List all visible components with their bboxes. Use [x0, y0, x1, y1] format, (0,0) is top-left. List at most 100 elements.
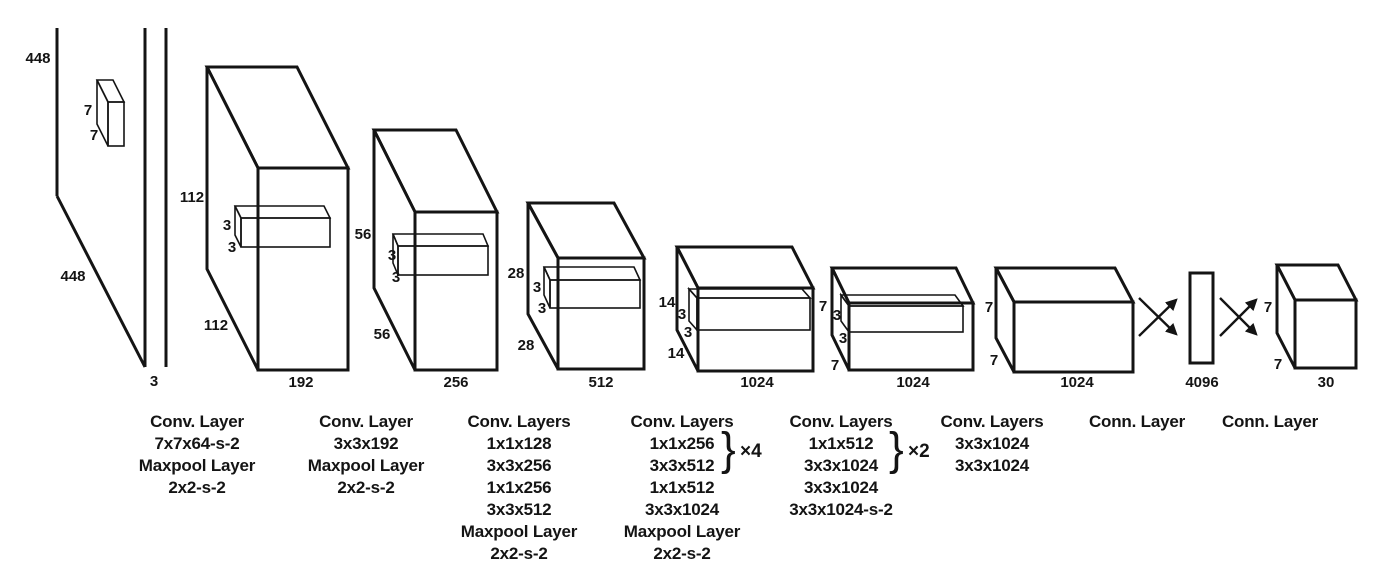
block-top-face — [993, 266, 1136, 304]
output-height-label: 7 — [1264, 299, 1272, 316]
fc-crossing-arrows-1 — [1138, 297, 1178, 337]
block3-depth-label: 512 — [588, 374, 613, 391]
repeat-brace: } — [889, 423, 904, 476]
kernel-box-512 — [542, 266, 642, 309]
arrow-up-right — [1138, 298, 1178, 337]
block2-depth-label: 256 — [443, 374, 468, 391]
caption-line: 1x1x128 — [486, 434, 552, 453]
caption-line: 3x3x1024 — [803, 478, 879, 497]
block4-depth-label: 1024 — [740, 374, 774, 391]
caption-col-conv1: Conv. Layer 7x7x64-s-2 Maxpool Layer 2x2… — [138, 411, 256, 499]
caption-line: Conv. Layers — [940, 412, 1044, 431]
repeat-multiplier: ×2 — [908, 441, 930, 462]
block6-height-label: 7 — [985, 299, 993, 316]
block-front-face — [1293, 298, 1358, 370]
block-top-face — [674, 245, 816, 290]
block2-height-label: 56 — [355, 226, 372, 243]
conv-block-512 — [525, 201, 647, 371]
kernel-front-face — [848, 305, 964, 333]
input-image-plane — [55, 28, 168, 368]
input-height-label: 448 — [25, 50, 50, 67]
block-front-face — [847, 301, 975, 372]
block5-width-label: 7 — [831, 357, 839, 374]
fc-vector-4096 — [1188, 271, 1215, 365]
input-width-label: 448 — [60, 268, 85, 285]
kernel-front-face — [397, 245, 489, 276]
caption-line: 3x3x1024 — [954, 456, 1030, 475]
patch-front-face — [107, 101, 125, 147]
kernel-front-face — [696, 297, 811, 331]
block1-height-label: 112 — [180, 189, 204, 206]
caption-line: 7x7x64-s-2 — [154, 434, 240, 453]
output-depth-label: 30 — [1318, 374, 1335, 391]
caption-col-conv4: Conv. Layers 1x1x256 3x3x512 1x1x512 3x3… — [624, 411, 741, 565]
caption-line: 3x3x512 — [486, 500, 552, 519]
caption-line: Conv. Layer — [150, 412, 244, 431]
caption-line: Conv. Layers — [467, 412, 571, 431]
input-patch-h-label: 7 — [84, 102, 92, 119]
caption-line: 3x3x512 — [649, 456, 715, 475]
kernel-box-1024a — [687, 286, 812, 333]
block2-kernel-h-label: 3 — [388, 247, 396, 264]
caption-line: 2x2-s-2 — [653, 544, 711, 563]
caption-line: 1x1x512 — [649, 478, 715, 497]
caption-line: 1x1x256 — [649, 434, 715, 453]
caption-col-conv6: Conv. Layers 3x3x1024 3x3x1024 — [940, 411, 1043, 477]
fc-crossing-arrows-2 — [1219, 297, 1258, 337]
caption-line: 1x1x512 — [808, 434, 874, 453]
block3-width-label: 28 — [518, 337, 535, 354]
caption-col-conv3: Conv. Layers 1x1x128 3x3x256 1x1x256 3x3… — [460, 411, 578, 565]
caption-col-conv2: Conv. Layer 3x3x192 Maxpool Layer 2x2-s-… — [308, 411, 425, 499]
block3-kernel-h-label: 3 — [533, 279, 541, 296]
kernel-box-192 — [233, 205, 332, 248]
caption-line: 2x2-s-2 — [337, 478, 395, 497]
kernel-box-256 — [391, 233, 490, 276]
caption-col-conn1: Conn. Layer — [1089, 411, 1185, 433]
block-front-face — [256, 166, 350, 372]
block2-kernel-w-label: 3 — [392, 269, 400, 286]
repeat-multiplier: ×4 — [740, 441, 762, 462]
caption-line: 3x3x1024 — [954, 434, 1030, 453]
caption-line: 3x3x1024-s-2 — [789, 500, 893, 519]
caption-line: Conv. Layers — [789, 412, 893, 431]
block6-depth-label: 1024 — [1060, 374, 1094, 391]
block5-height-label: 7 — [819, 298, 827, 315]
caption-line: Maxpool Layer — [460, 522, 578, 541]
caption-line: 3x3x1024 — [803, 456, 879, 475]
output-tensor-cube — [1274, 263, 1359, 370]
caption-line: Conv. Layer — [319, 412, 413, 431]
caption-line: Conn. Layer — [1088, 412, 1186, 431]
input-patch-w-label: 7 — [90, 127, 98, 144]
caption-line: Conn. Layer — [1221, 412, 1319, 431]
block5-depth-label: 1024 — [896, 374, 930, 391]
caption-line: 2x2-s-2 — [490, 544, 548, 563]
input-plane-bottom-edge — [55, 195, 147, 368]
block1-depth-label: 192 — [288, 374, 313, 391]
output-width-label: 7 — [1274, 356, 1282, 373]
arrow-down-right — [1219, 297, 1258, 336]
block-top-face — [829, 266, 976, 305]
block-front-face — [413, 210, 499, 372]
block-front-face — [1012, 300, 1135, 374]
caption-line: 2x2-s-2 — [168, 478, 226, 497]
block2-width-label: 56 — [374, 326, 391, 343]
block5-kernel-w-label: 3 — [839, 330, 847, 347]
block3-height-label: 28 — [508, 265, 525, 282]
caption-line: Maxpool Layer — [138, 456, 256, 475]
kernel-front-face — [549, 279, 641, 309]
block4-kernel-h-label: 3 — [678, 306, 686, 323]
conv-block-192 — [204, 65, 351, 372]
arrow-down-right — [1138, 297, 1178, 336]
patch-top-face — [95, 79, 126, 103]
block1-kernel-h-label: 3 — [223, 217, 231, 234]
conv-block-1024b — [829, 266, 976, 372]
caption-col-conv5: Conv. Layers 1x1x512 3x3x1024 3x3x1024 3… — [789, 411, 893, 521]
block1-kernel-w-label: 3 — [228, 239, 236, 256]
block4-width-label: 14 — [668, 345, 685, 362]
block-front-face — [556, 256, 646, 371]
conv-block-1024c — [993, 266, 1136, 374]
block1-width-label: 112 — [204, 317, 228, 334]
kernel-front-face — [240, 217, 331, 248]
